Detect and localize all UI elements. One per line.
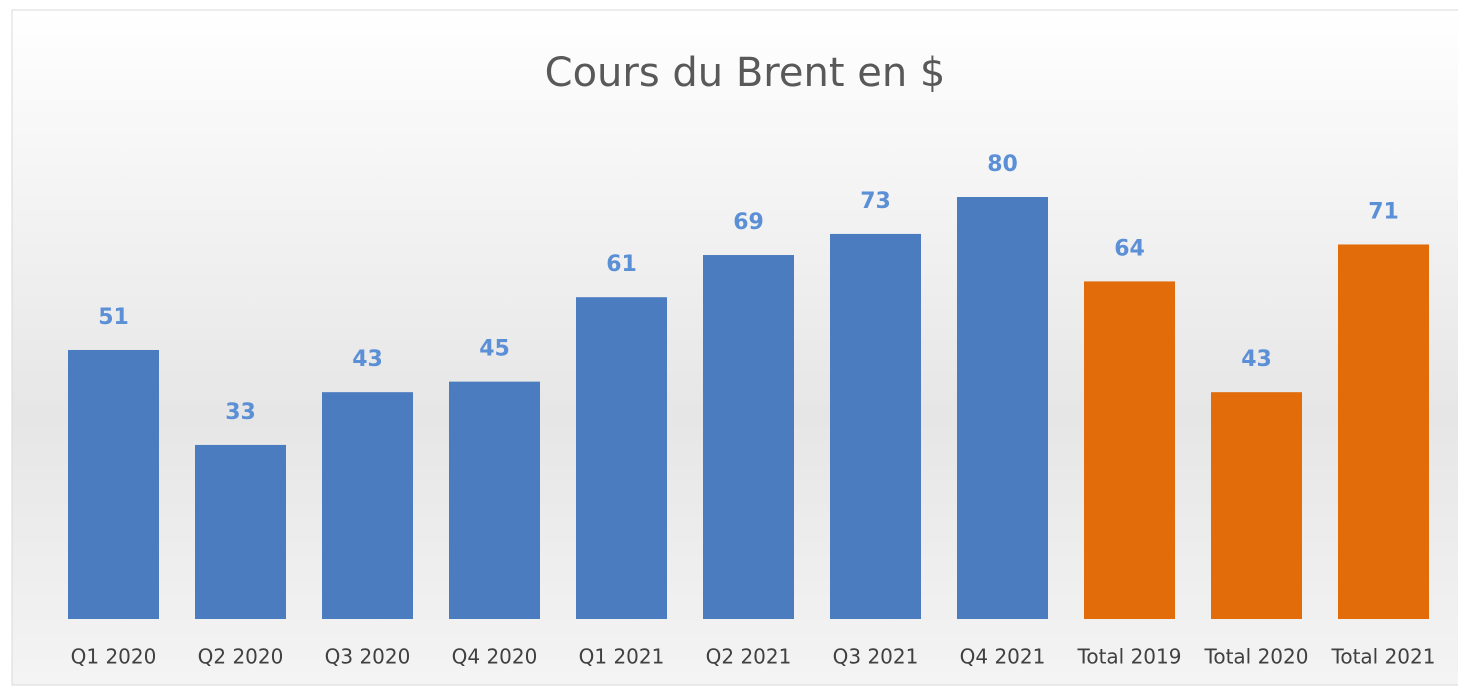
bar xyxy=(195,444,286,619)
x-tick-label: Q4 2021 xyxy=(960,645,1046,669)
bar xyxy=(957,197,1048,619)
data-label: 43 xyxy=(352,347,383,372)
data-label: 80 xyxy=(987,152,1018,177)
data-label: 45 xyxy=(479,337,510,362)
bar xyxy=(449,381,540,619)
bar xyxy=(1211,392,1302,619)
bar xyxy=(1084,281,1175,619)
bar xyxy=(1338,244,1429,619)
x-tick-label: Q4 2020 xyxy=(452,645,538,669)
x-tick-label: Total 2021 xyxy=(1331,645,1436,669)
bar xyxy=(322,392,413,619)
x-tick-label: Q2 2021 xyxy=(706,645,792,669)
chart-title: Cours du Brent en $ xyxy=(545,50,946,96)
bar xyxy=(830,233,921,620)
data-label: 71 xyxy=(1368,199,1399,224)
x-tick-label: Total 2020 xyxy=(1204,645,1309,669)
data-label: 43 xyxy=(1241,347,1272,372)
x-tick-label: Q3 2020 xyxy=(325,645,411,669)
x-tick-label: Q2 2020 xyxy=(198,645,284,669)
x-tick-label: Q1 2020 xyxy=(71,645,157,669)
bar xyxy=(68,349,159,619)
data-label: 51 xyxy=(98,305,129,330)
bar xyxy=(576,297,667,619)
data-label: 33 xyxy=(225,400,256,425)
data-label: 73 xyxy=(860,189,891,214)
x-tick-label: Q1 2021 xyxy=(579,645,665,669)
data-label: 61 xyxy=(606,252,637,277)
x-tick-label: Q3 2021 xyxy=(833,645,919,669)
x-tick-label: Total 2019 xyxy=(1077,645,1182,669)
data-label: 64 xyxy=(1114,236,1145,261)
bar xyxy=(703,255,794,619)
data-label: 69 xyxy=(733,210,764,235)
